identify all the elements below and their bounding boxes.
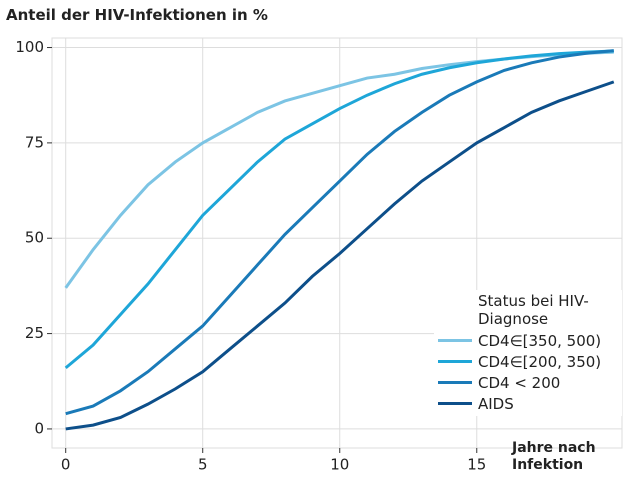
legend-label: CD4∈[350, 500): [478, 331, 602, 350]
y-tick-label: 0: [34, 419, 44, 437]
line: [64, 49, 614, 370]
legend-entry: CD4∈[200, 350): [438, 351, 618, 372]
legend-entry: CD4∈[350, 500): [438, 330, 618, 351]
line: [65, 49, 614, 416]
legend-title: Status bei HIV-Diagnose: [478, 292, 589, 328]
x-tick-label: 0: [61, 456, 71, 474]
y-tick-label: 50: [25, 229, 44, 247]
chart-title: Anteil der HIV-Infektionen in %: [6, 6, 268, 24]
legend-label: CD4∈[200, 350): [478, 352, 602, 371]
y-tick-label: 75: [25, 133, 44, 151]
legend-swatch: [438, 381, 472, 384]
legend-entry: CD4 < 200: [438, 372, 618, 393]
legend-swatch: [438, 339, 472, 342]
x-tick-label: 5: [198, 456, 208, 474]
x-tick-label: 15: [467, 456, 486, 474]
y-tick-label: 100: [15, 38, 44, 56]
legend-swatch: [438, 360, 472, 363]
x-axis-label: Jahre nach Infektion: [512, 440, 596, 473]
legend: Status bei HIV-Diagnose CD4∈[350, 500) CD…: [434, 290, 622, 416]
x-tick-label: 10: [330, 456, 349, 474]
legend-swatch: [438, 402, 472, 405]
legend-label: AIDS: [478, 394, 514, 413]
plot-frame: [51, 37, 623, 449]
y-tick-label: 25: [25, 324, 44, 342]
line: [65, 80, 615, 431]
legend-entry: AIDS: [438, 393, 618, 414]
legend-label: CD4 < 200: [478, 373, 561, 392]
